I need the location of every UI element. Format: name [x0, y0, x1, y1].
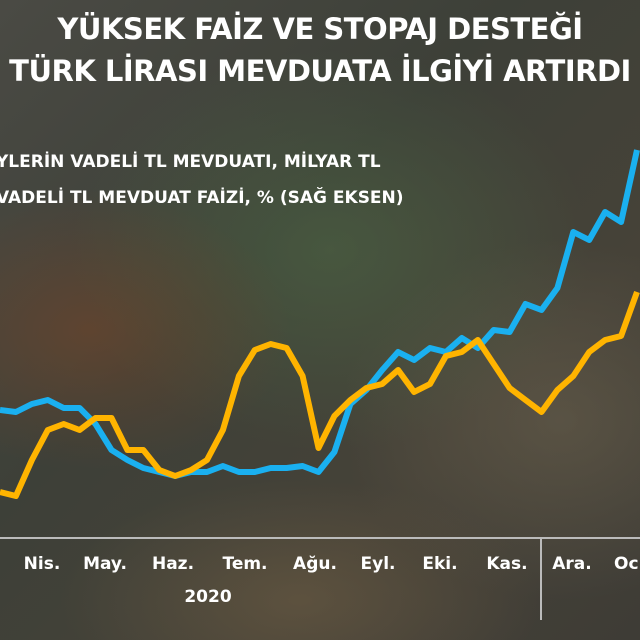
x-tick-label: Ağu. — [293, 554, 337, 574]
x-tick-label: Ara. — [552, 554, 592, 574]
x-tick-label: Eyl. — [360, 554, 396, 574]
x-tick-label: Nis. — [23, 554, 61, 574]
series-line-0 — [0, 149, 640, 479]
x-tick-label: May. — [83, 554, 127, 574]
legend-deposits: YLERİN VADELİ TL MEVDUATI, MİLYAR TL — [0, 152, 381, 172]
title-line-1: YÜKSEK FAİZ VE STOPAJ DESTEĞİ — [57, 12, 583, 46]
legend-interest-rate: VADELİ TL MEVDUAT FAİZİ, % (SAĞ EKSEN) — [0, 188, 404, 208]
series-line-1 — [0, 290, 640, 499]
x-tick-label: Tem. — [222, 554, 268, 574]
x-tick-label: Kas. — [486, 554, 528, 574]
x-tick-label: Eki. — [422, 554, 458, 574]
title-line-2: TÜRK LİRASI MEVDUATA İLGİYİ ARTIRDI — [9, 54, 631, 88]
x-tick-label: Oc — [614, 554, 639, 574]
x-tick-label: Haz. — [151, 554, 195, 574]
year-label: 2020 — [184, 587, 232, 607]
